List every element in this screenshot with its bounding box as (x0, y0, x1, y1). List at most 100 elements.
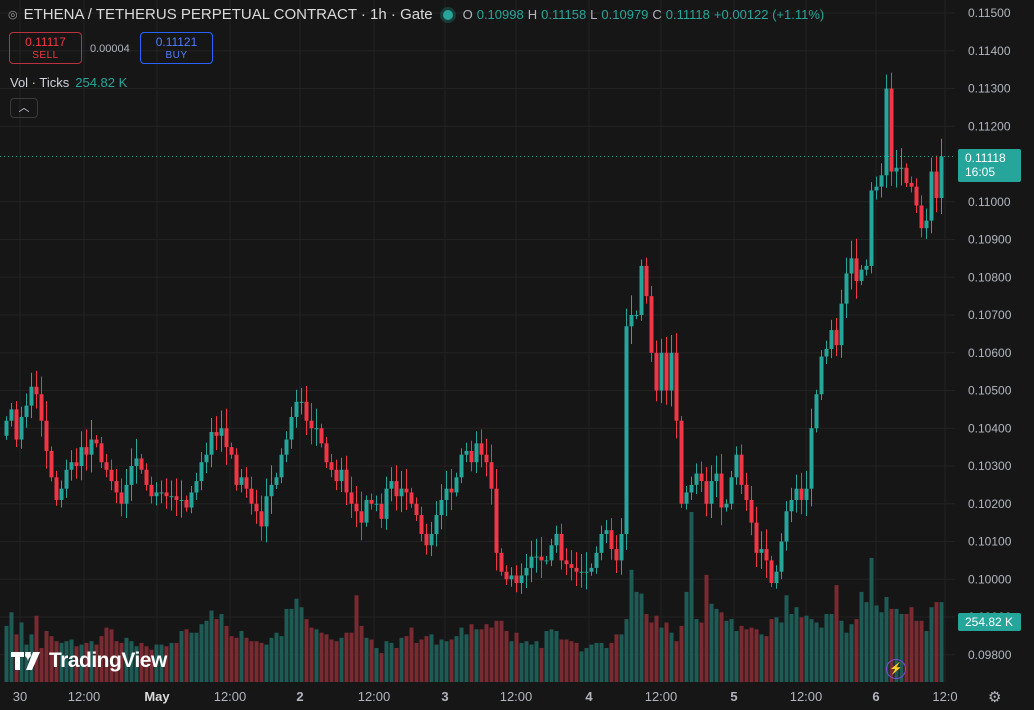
candle-body (409, 492, 414, 504)
time-tick-label: 12:00 (645, 689, 678, 704)
volume-bar (474, 629, 479, 682)
volume-bar (714, 608, 719, 682)
symbol-title[interactable]: ETHENA / TETHERUS PERPETUAL CONTRACT · 1… (23, 6, 433, 23)
market-status-icon[interactable] (442, 9, 453, 20)
candle-body (459, 454, 464, 478)
close-value: 0.11118 (665, 7, 710, 22)
candle-body (144, 469, 149, 485)
volume-bar (644, 614, 649, 682)
volume-bar (659, 627, 664, 682)
candle-body (514, 575, 519, 584)
candle-body (809, 428, 814, 489)
candle-body (854, 258, 859, 282)
candle-body (299, 401, 304, 403)
candle-body (669, 352, 674, 391)
candle-body (919, 205, 924, 229)
volume-bar (534, 641, 539, 682)
price-tick-label: 0.11200 (968, 119, 1011, 133)
candle-body (784, 511, 789, 542)
candle-body (689, 484, 694, 493)
chart-grid (0, 0, 955, 682)
volume-bar (414, 642, 419, 682)
candle-body (864, 265, 869, 270)
volume-bar (34, 615, 39, 682)
candle-body (709, 481, 714, 504)
volume-legend[interactable]: Vol · Ticks 254.82 K (10, 75, 127, 90)
candle-body (84, 447, 89, 455)
volume-bar (334, 641, 339, 682)
low-label: L (590, 7, 598, 22)
candle-body (399, 488, 404, 497)
candle-body (349, 492, 354, 504)
volume-bar (424, 636, 429, 682)
volume-bar (884, 597, 889, 682)
candle-body (419, 515, 424, 534)
candle-body (704, 481, 709, 504)
settings-icon[interactable]: ⚙ (988, 689, 1002, 706)
volume-legend-label: Vol · Ticks (10, 75, 70, 90)
candle-body (259, 511, 264, 527)
candle-body (209, 432, 214, 455)
candle-body (594, 552, 599, 568)
sell-button[interactable]: 0.11117 SELL (9, 32, 82, 64)
candle-body (39, 394, 44, 421)
candle-body (179, 499, 184, 501)
volume-bar (869, 557, 874, 682)
price-tick-label: 0.10900 (968, 233, 1012, 247)
volume-bar (74, 646, 79, 682)
candle-body (619, 533, 624, 561)
candle-body (254, 503, 259, 512)
candle-body (764, 549, 769, 561)
tradingview-mark-icon (11, 652, 40, 670)
candle-body (164, 492, 169, 497)
volume-bar (144, 646, 149, 682)
volume-bar (179, 631, 184, 682)
collapse-legend-button[interactable]: ︿ (10, 98, 38, 118)
price-tick-label: 0.10100 (968, 535, 1012, 549)
volume-bar (614, 634, 619, 682)
volume-bar (889, 608, 894, 682)
buy-button[interactable]: 0.11121 BUY (140, 32, 213, 64)
candle-body (444, 488, 449, 500)
candle-body (834, 330, 839, 346)
tradingview-logo[interactable]: TradingView (11, 649, 167, 673)
candle-body (719, 473, 724, 508)
candle-body (274, 477, 279, 485)
exchange-icon: ◎ (8, 9, 18, 21)
candle-body (839, 303, 844, 346)
candle-body (9, 409, 14, 421)
volume-bar (619, 634, 624, 682)
time-axis[interactable]: 30 12:00 May 12:00 2 12:00 3 12:00 4 12:00 5 12:00 6… (13, 689, 958, 704)
volume-bar (299, 607, 304, 682)
candle-body (339, 469, 344, 482)
volume-bar (194, 632, 199, 682)
volume-bar (239, 631, 244, 682)
volume-bar (839, 620, 844, 682)
volume-bar (934, 602, 939, 682)
volume-bar (829, 614, 834, 682)
volume-bar (349, 632, 354, 682)
volume-bar (569, 641, 574, 682)
flash-icon[interactable]: ⚡ (886, 659, 906, 679)
candle-body (664, 352, 669, 391)
volume-bar (729, 619, 734, 682)
volume-bar (104, 627, 109, 682)
candle-body (34, 386, 39, 395)
volume-bar (284, 608, 289, 682)
price-tick-label: 0.11400 (968, 44, 1011, 58)
candle-body (219, 428, 224, 436)
volume-bar (549, 629, 554, 682)
price-axis[interactable]: 0.11500 0.11400 0.11300 0.11200 0.11000 0.109… (968, 6, 1012, 662)
volume-bar (429, 634, 434, 682)
candle-body (884, 88, 889, 176)
candle-body (384, 488, 389, 519)
volume-bar (809, 619, 814, 682)
candle-body (119, 492, 124, 504)
chart-header: ◎ ETHENA / TETHERUS PERPETUAL CONTRACT ·… (8, 6, 824, 23)
volume-bar (134, 646, 139, 682)
volume-bar (274, 632, 279, 682)
volume-bar (89, 641, 94, 682)
candle-body (524, 567, 529, 576)
candle-body (614, 549, 619, 561)
